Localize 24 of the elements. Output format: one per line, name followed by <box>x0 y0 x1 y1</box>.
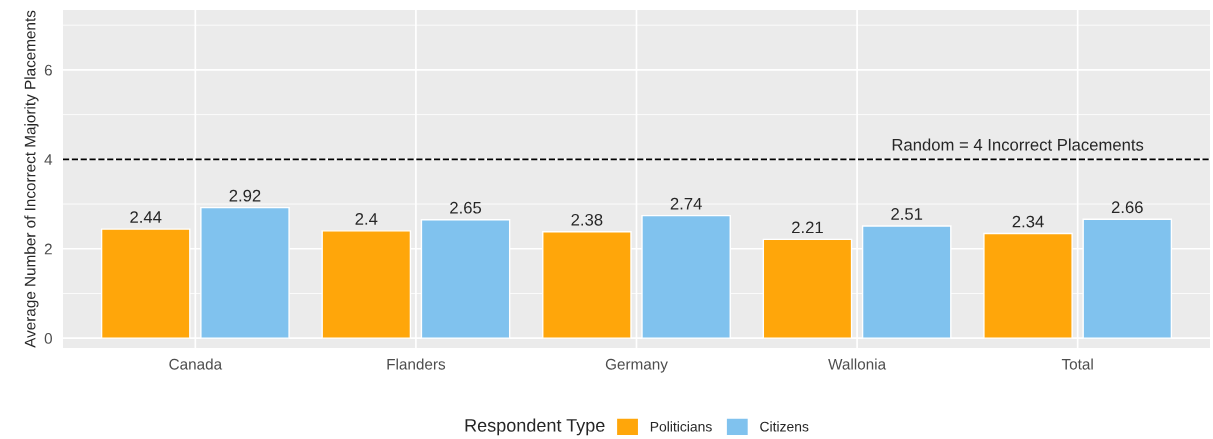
y-tick-label: 2 <box>44 243 52 255</box>
data-label: 2.51 <box>891 208 923 220</box>
legend-label: Citizens <box>760 421 809 432</box>
x-tick-label: Flanders <box>387 358 446 370</box>
x-tick-label: Canada <box>169 358 223 370</box>
data-label: 2.4 <box>355 212 378 225</box>
ref-line-label: Random = 4 Incorrect Placements <box>892 138 1144 151</box>
y-tick-label: 0 <box>44 333 52 344</box>
legend-title: Respondent Type <box>465 418 605 436</box>
data-label: 2.21 <box>792 221 823 234</box>
data-label: 2.44 <box>130 211 162 223</box>
data-label: 2.66 <box>1111 201 1143 214</box>
x-tick-label: Germany <box>605 358 668 373</box>
y-axis-title: Average Number of Incorrect Majority Placements <box>24 10 39 348</box>
y-tick-label: 6 <box>44 64 52 76</box>
data-label: 2.65 <box>450 201 482 214</box>
data-label: 2.38 <box>571 213 603 226</box>
legend-label: Politicians <box>650 421 712 432</box>
x-tick-label: Total <box>1061 358 1093 370</box>
data-label: 2.92 <box>229 189 261 202</box>
y-tick-label: 4 <box>44 154 53 165</box>
data-label: 2.34 <box>1012 215 1044 228</box>
data-label: 2.74 <box>670 197 702 210</box>
x-tick-label: Wallonia <box>828 358 887 370</box>
